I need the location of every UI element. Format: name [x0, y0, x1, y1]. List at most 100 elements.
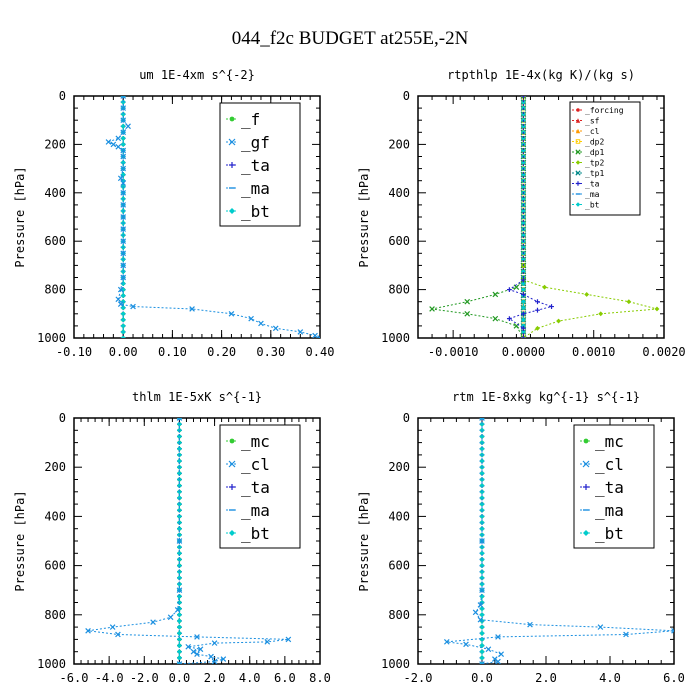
legend-marker	[575, 128, 581, 134]
y-tick-label: 0	[403, 89, 410, 103]
x-tick-label: -0.10	[56, 345, 92, 359]
data-point	[120, 311, 126, 317]
legend-marker	[575, 181, 581, 186]
data-point	[120, 111, 126, 117]
data-point	[208, 653, 214, 660]
data-point	[177, 618, 182, 624]
legend-label: _tp2	[585, 159, 604, 168]
data-point	[521, 208, 526, 214]
legend-box	[569, 101, 641, 216]
data-point	[479, 526, 485, 532]
chart-panel-3: thlm 1E-5xK s^{-1} Pressure [hPa] 0 200 400 6…	[13, 390, 331, 685]
x-tick-label: 0.0000	[502, 345, 545, 359]
legend-label: _ma	[241, 179, 270, 198]
y-tick-label: 800	[44, 283, 66, 297]
data-point	[120, 129, 127, 136]
data-point	[520, 96, 527, 99]
data-point	[177, 563, 182, 568]
legend-label: _ta	[241, 156, 270, 175]
y-tick-label: 600	[44, 234, 66, 248]
y-tick-label: 200	[388, 137, 410, 151]
data-point	[521, 184, 526, 190]
data-point	[120, 123, 126, 129]
legend: _mc _cl _ta _ma _bt	[219, 424, 301, 549]
data-point	[521, 256, 526, 262]
data-point	[521, 269, 526, 274]
data-point	[177, 495, 182, 501]
data-point	[671, 627, 674, 634]
x-tick-label: 2.0	[204, 671, 226, 685]
data-point	[177, 470, 182, 476]
legend-label: _mc	[241, 432, 270, 451]
data-point	[176, 587, 183, 594]
data-point	[521, 287, 526, 292]
x-tick-label: 6.0	[274, 671, 296, 685]
data-point	[194, 634, 200, 640]
data-point	[495, 634, 501, 640]
data-point	[177, 643, 182, 648]
data-point	[521, 148, 526, 153]
legend-marker	[228, 460, 236, 468]
data-point	[194, 651, 200, 657]
legend-marker	[583, 438, 589, 444]
data-point	[521, 160, 526, 165]
x-tick-label: 0.0	[169, 671, 191, 685]
panel-title: thlm 1E-5xK s^{-1}	[132, 390, 262, 404]
y-tick-label: 600	[388, 559, 410, 573]
x-tick-label: 0.0010	[572, 345, 615, 359]
x-tick-label: 0.20	[207, 345, 236, 359]
y-tick-label: 1000	[37, 657, 66, 671]
series-layer	[443, 418, 674, 664]
y-axis-label: Pressure [hPa]	[357, 490, 371, 591]
y-tick-label: 800	[388, 283, 410, 297]
x-tick-label: 0.10	[158, 345, 187, 359]
y-axis-label: Pressure [hPa]	[13, 490, 27, 591]
legend-label: _dp1	[585, 148, 604, 157]
series-layer	[105, 96, 320, 338]
data-point	[185, 643, 192, 650]
data-point	[177, 612, 182, 618]
data-point	[521, 277, 526, 283]
data-point	[521, 123, 526, 129]
data-point	[190, 648, 197, 655]
data-point	[120, 250, 127, 257]
data-point	[521, 325, 526, 331]
data-point	[521, 196, 526, 202]
data-point	[115, 631, 121, 638]
data-point	[623, 631, 629, 638]
series-layer	[85, 418, 292, 664]
data-point	[535, 299, 540, 305]
legend-marker	[575, 170, 581, 176]
data-point	[297, 329, 304, 335]
x-tick-label: 6.0	[663, 671, 685, 685]
legend-label: _ta	[585, 180, 600, 189]
data-point	[479, 418, 485, 421]
legend-marker	[583, 484, 589, 490]
data-point	[120, 142, 126, 147]
legend-marker	[575, 139, 581, 144]
series-line	[431, 96, 524, 338]
data-point	[177, 655, 182, 661]
panel-title: rtm 1E-8xkg kg^{-1} s^{-1}	[452, 390, 640, 404]
data-point	[479, 563, 485, 568]
data-point	[177, 637, 182, 642]
data-point	[197, 646, 204, 653]
data-point	[429, 306, 435, 312]
data-point	[479, 581, 485, 587]
data-point	[120, 147, 127, 154]
x-tick-label: -0.0010	[428, 345, 479, 359]
x-tick-label: -2.0	[404, 671, 433, 685]
y-tick-label: 0	[403, 411, 410, 425]
legend-label: _cl	[595, 455, 624, 474]
data-point	[492, 291, 499, 298]
legend-label: _cl	[585, 127, 600, 136]
y-tick-label: 0	[59, 411, 66, 425]
data-point	[120, 329, 126, 335]
data-point	[479, 600, 485, 605]
legend-label: _mc	[595, 432, 624, 451]
y-tick-label: 400	[44, 186, 66, 200]
legend-label: _dp2	[585, 138, 604, 147]
series-line	[446, 418, 674, 664]
legend-marker	[575, 202, 581, 207]
series-gf	[105, 96, 320, 338]
